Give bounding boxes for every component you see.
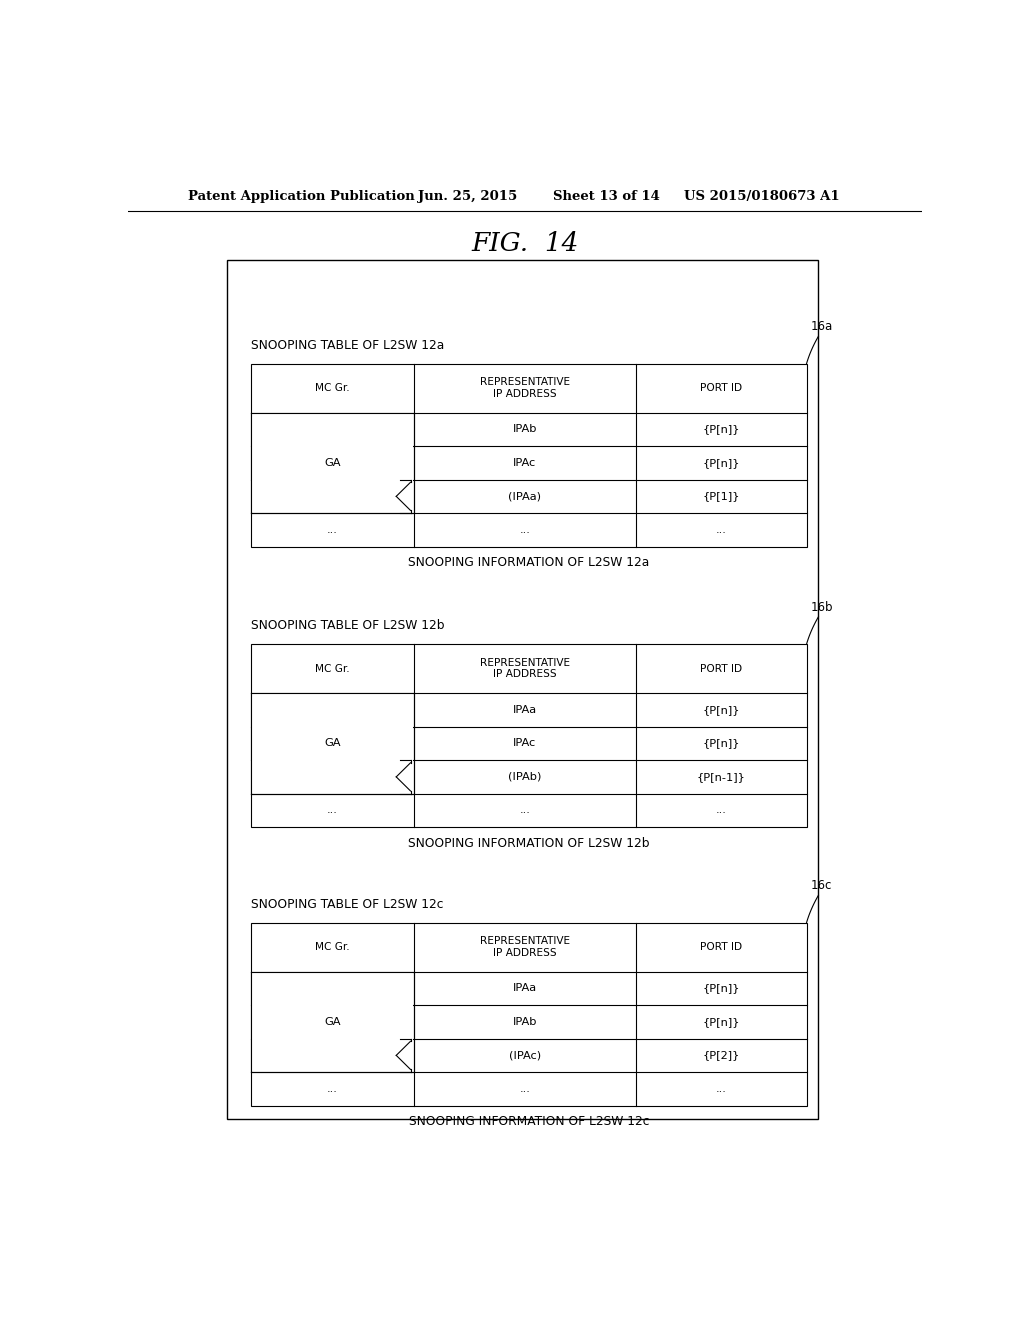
Text: IPAb: IPAb [513,1016,537,1027]
Text: IPAb: IPAb [513,424,537,434]
Text: 16c: 16c [811,879,831,892]
Text: {P[n]}: {P[n]} [702,458,740,467]
Text: Jun. 25, 2015: Jun. 25, 2015 [418,190,517,202]
Text: MC Gr.: MC Gr. [315,664,349,673]
Text: IPAa: IPAa [513,983,537,993]
Bar [251,644,807,828]
Text: IPAc: IPAc [513,738,537,748]
Text: PORT ID: PORT ID [700,664,742,673]
Text: ...: ... [327,1084,338,1094]
Text: ...: ... [716,805,727,816]
Text: ...: ... [716,1084,727,1094]
Text: MC Gr.: MC Gr. [315,942,349,952]
Bar [252,413,413,512]
Text: SNOOPING INFORMATION OF L2SW 12b: SNOOPING INFORMATION OF L2SW 12b [408,837,649,850]
Text: ...: ... [519,805,530,816]
Bar [227,260,818,1119]
Text: PORT ID: PORT ID [700,942,742,952]
Text: ...: ... [716,525,727,535]
Text: Sheet 13 of 14: Sheet 13 of 14 [553,190,659,202]
Text: Patent Application Publication: Patent Application Publication [187,190,415,202]
Text: REPRESENTATIVE
IP ADDRESS: REPRESENTATIVE IP ADDRESS [479,657,570,680]
Text: IPAc: IPAc [513,458,537,467]
Text: GA: GA [325,738,341,748]
Text: REPRESENTATIVE
IP ADDRESS: REPRESENTATIVE IP ADDRESS [479,936,570,958]
Bar [251,364,807,546]
Text: ...: ... [327,805,338,816]
Text: (IPAb): (IPAb) [508,772,542,781]
Text: SNOOPING TABLE OF L2SW 12b: SNOOPING TABLE OF L2SW 12b [251,619,444,632]
Text: PORT ID: PORT ID [700,383,742,393]
Text: ...: ... [519,525,530,535]
Text: ...: ... [519,1084,530,1094]
Text: SNOOPING TABLE OF L2SW 12a: SNOOPING TABLE OF L2SW 12a [251,339,444,352]
Text: SNOOPING INFORMATION OF L2SW 12a: SNOOPING INFORMATION OF L2SW 12a [409,557,649,569]
Text: US 2015/0180673 A1: US 2015/0180673 A1 [684,190,839,202]
Text: GA: GA [325,458,341,467]
Text: {P[n]}: {P[n]} [702,983,740,993]
Text: FIG.  14: FIG. 14 [471,231,579,256]
Text: {P[n]}: {P[n]} [702,424,740,434]
Text: {P[n]}: {P[n]} [702,705,740,715]
Text: GA: GA [325,1016,341,1027]
Text: 16b: 16b [811,601,833,614]
Text: {P[n]}: {P[n]} [702,1016,740,1027]
Text: SNOOPING INFORMATION OF L2SW 12c: SNOOPING INFORMATION OF L2SW 12c [409,1115,649,1129]
Text: {P[n]}: {P[n]} [702,738,740,748]
Text: {P[n-1]}: {P[n-1]} [696,772,745,781]
Text: MC Gr.: MC Gr. [315,383,349,393]
Text: {P[1]}: {P[1]} [702,491,740,502]
Text: (IPAa): (IPAa) [508,491,542,502]
Text: {P[2]}: {P[2]} [702,1051,740,1060]
Bar [252,973,413,1071]
Text: (IPAc): (IPAc) [509,1051,541,1060]
Text: REPRESENTATIVE
IP ADDRESS: REPRESENTATIVE IP ADDRESS [479,378,570,399]
Text: IPAa: IPAa [513,705,537,715]
Text: 16a: 16a [811,321,833,333]
Bar [251,923,807,1106]
Text: SNOOPING TABLE OF L2SW 12c: SNOOPING TABLE OF L2SW 12c [251,898,443,911]
Text: ...: ... [327,525,338,535]
Bar [252,694,413,792]
